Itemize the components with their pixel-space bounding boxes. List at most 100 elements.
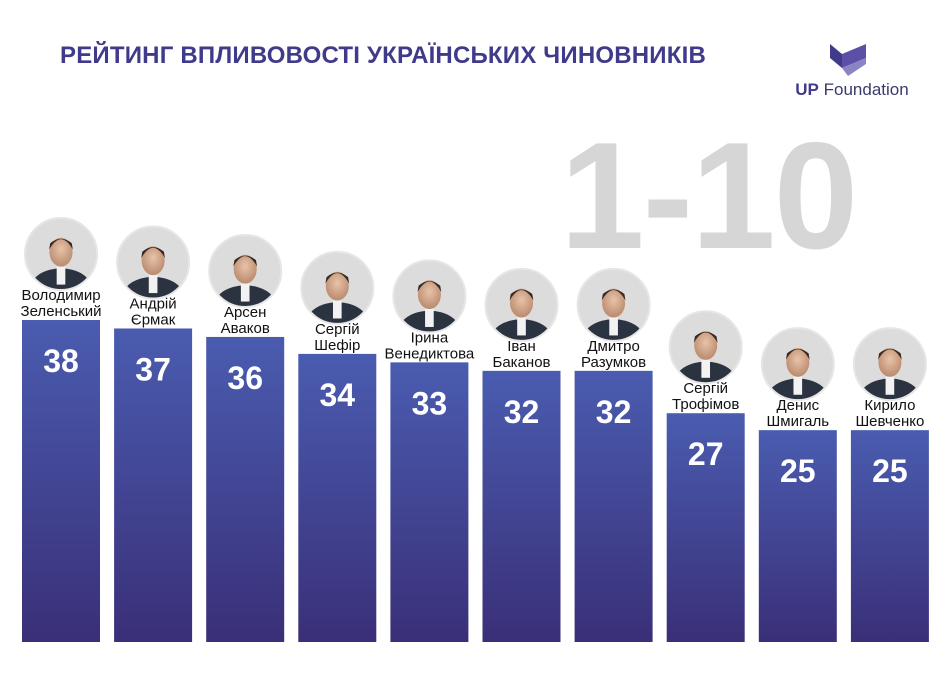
portrait-frame [852, 327, 927, 402]
bar-value-label: 37 [135, 351, 171, 387]
bar-value-label: 33 [412, 385, 448, 421]
portrait-frame [300, 250, 375, 325]
bar-name-last: Єрмак [131, 311, 176, 328]
bar [22, 320, 100, 642]
bar [758, 430, 837, 642]
photo-hair [693, 331, 718, 343]
photo-collar [609, 317, 618, 336]
bar-name-last: Шмигаль [767, 413, 830, 430]
photo-shoulders [30, 268, 92, 290]
portrait-frame [668, 310, 743, 385]
bar-value-label: 32 [504, 394, 540, 430]
bar-name-first: Сергій [315, 321, 360, 338]
photo-hair [325, 272, 350, 284]
bar-name-first: Сергій [683, 380, 728, 397]
bar [206, 336, 285, 642]
portrait-frame [24, 217, 98, 291]
bar-name-last: Венедиктова [385, 345, 475, 362]
logo-text: UP Foundation [792, 80, 912, 100]
photo-face [325, 271, 349, 301]
photo-face [786, 347, 810, 377]
photo-hair [49, 238, 73, 250]
bar [666, 413, 745, 642]
photo-shoulders [583, 319, 645, 341]
bar [574, 370, 653, 642]
photo-hair [878, 348, 902, 360]
photo-shoulders [859, 378, 921, 401]
bar-name-last: Разумков [581, 354, 646, 371]
bar-name-last: Шефір [314, 337, 360, 354]
bar-name-first: Дмитро [587, 338, 639, 355]
bar-value-label: 25 [780, 453, 816, 489]
chart-title: РЕЙТИНГ ВПЛИВОВОСТІ УКРАЇНСЬКИХ ЧИНОВНИК… [60, 42, 706, 69]
photo-face [233, 254, 257, 284]
bar-value-label: 27 [688, 436, 724, 472]
bar-name-last: Аваков [221, 320, 270, 337]
photo-hair [233, 255, 258, 267]
bar [390, 362, 469, 642]
photo-collar [793, 376, 803, 395]
photo-hair [417, 281, 442, 293]
photo-collar [701, 359, 711, 378]
photo-hair [785, 348, 810, 360]
photo-collar [240, 283, 250, 302]
portrait-photo [301, 251, 374, 324]
portrait-frame [392, 259, 467, 334]
bar-name-first: Іван [507, 338, 536, 355]
up-foundation-logo: UP Foundation [792, 42, 912, 102]
photo-face [602, 288, 626, 318]
photo-collar [56, 266, 66, 285]
bar-name-first: Володимир [21, 287, 100, 304]
logo-foundation: Foundation [823, 80, 909, 99]
portrait-photo [25, 218, 97, 290]
portrait-frame [576, 267, 651, 342]
up-foundation-logo-icon [830, 44, 866, 76]
bar-name-first: Арсен [224, 304, 266, 321]
photo-shoulders [675, 361, 737, 384]
photo-collar [517, 317, 526, 336]
bar-name-first: Андрій [130, 295, 177, 312]
bar [298, 353, 377, 642]
portrait-photo [577, 268, 650, 341]
portrait-photo [853, 328, 926, 401]
bar-name-last: Шевченко [855, 413, 924, 430]
photo-shoulders [214, 285, 276, 307]
portrait-photo [761, 328, 834, 401]
bar-name-last: Трофімов [672, 396, 739, 413]
portrait-frame [208, 233, 283, 308]
bar-value-label: 38 [43, 343, 79, 379]
portrait-frame [760, 327, 835, 402]
photo-collar [885, 376, 895, 395]
photo-face [417, 280, 441, 309]
bar-name-last: Баканов [492, 354, 550, 371]
photo-shoulders [122, 276, 184, 299]
photo-hair [141, 247, 165, 259]
photo-shoulders [398, 310, 460, 333]
bar-value-label: 36 [227, 360, 263, 396]
portrait-photo [209, 234, 282, 307]
bar-name-last: Зеленський [21, 303, 102, 320]
portrait-frame [484, 267, 559, 342]
portrait-photo [669, 311, 742, 384]
portrait-frame [116, 225, 191, 300]
photo-collar [425, 308, 434, 327]
photo-hair [509, 289, 534, 301]
logo-up: UP [795, 80, 819, 99]
portrait-photo [393, 260, 466, 333]
photo-face [49, 237, 73, 267]
photo-face [141, 246, 165, 276]
portrait-photo [117, 226, 190, 299]
photo-face [878, 347, 902, 377]
photo-shoulders [767, 378, 829, 401]
